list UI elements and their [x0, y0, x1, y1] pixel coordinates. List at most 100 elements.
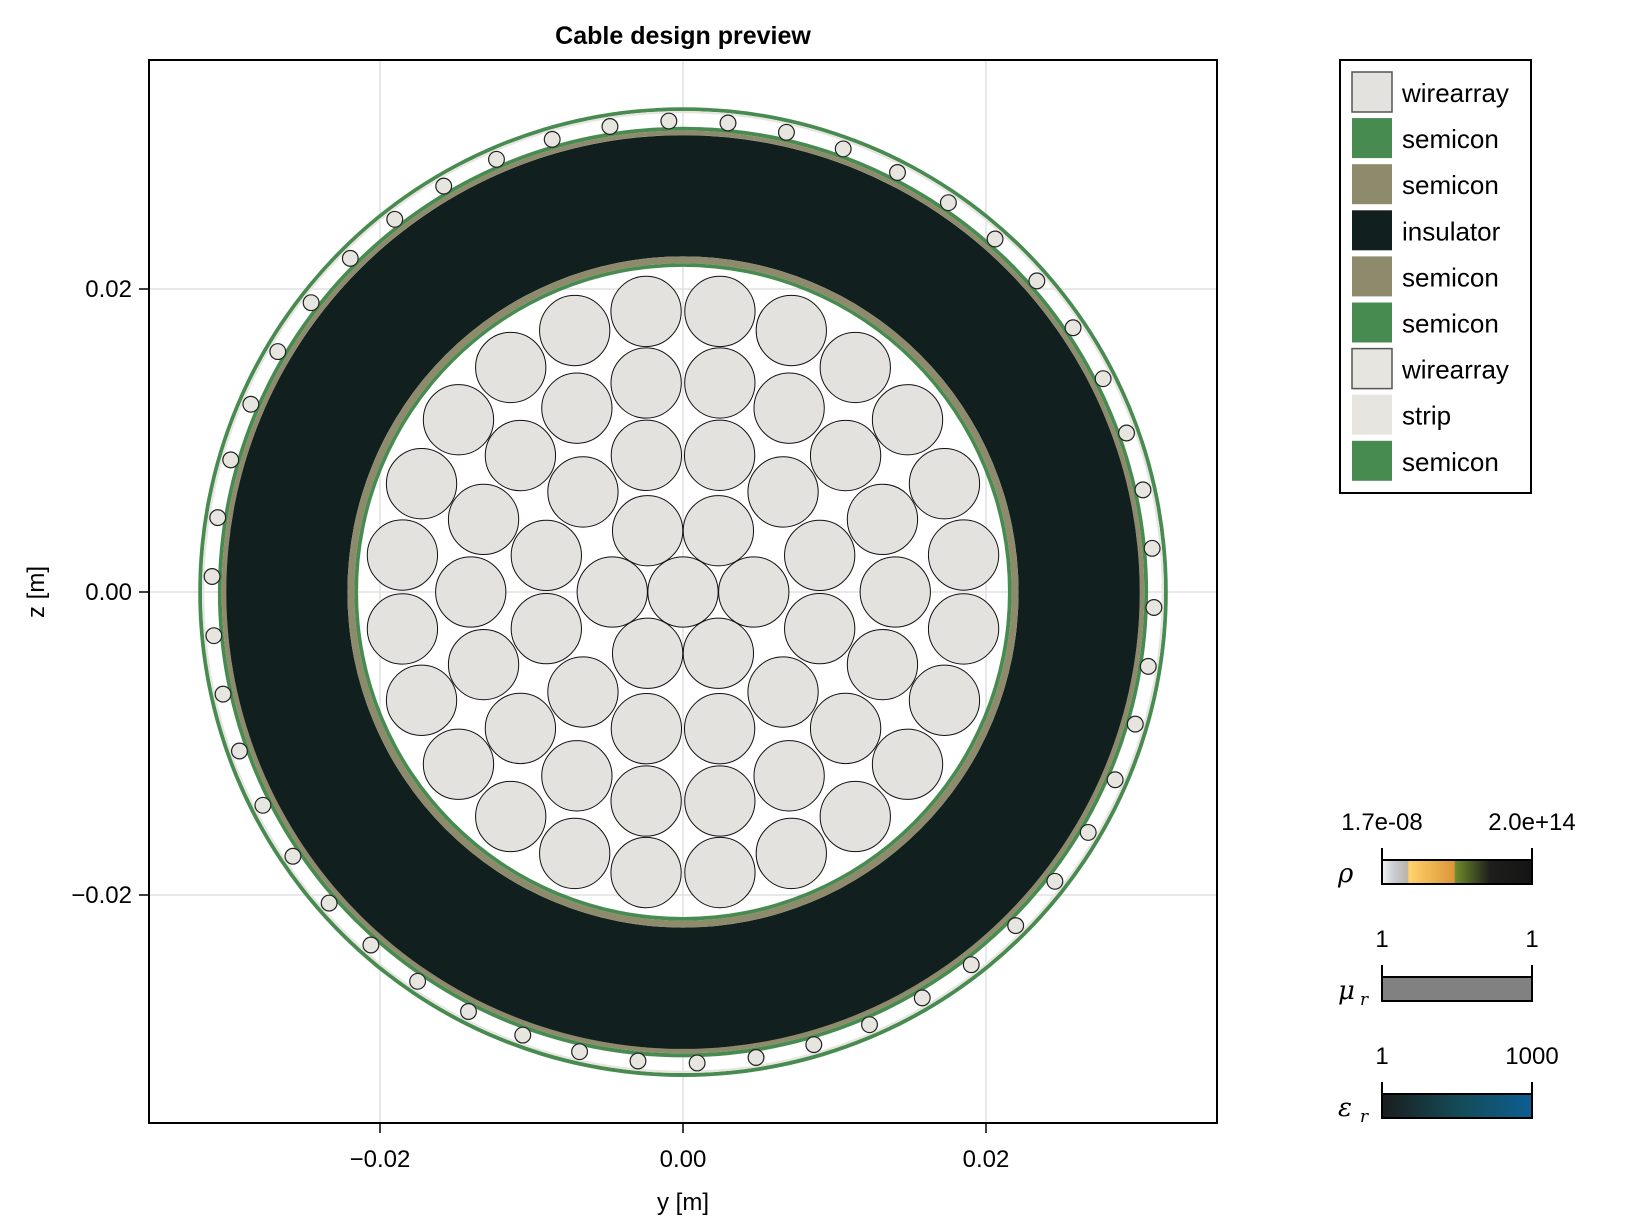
core-wire [684, 275, 756, 348]
screen-wire [1134, 481, 1152, 499]
screen-wire [939, 194, 957, 212]
x-tick-label: 0.00 [660, 1146, 707, 1173]
screen-wire [1118, 424, 1136, 442]
core-wire [927, 519, 1000, 591]
core-wire [539, 817, 611, 890]
colorbar-max-label: 1000 [1505, 1043, 1558, 1070]
core-wire [684, 765, 756, 837]
core-wire [385, 664, 458, 736]
core-wire [784, 519, 856, 592]
screen-wire [1094, 370, 1112, 388]
core-wire [684, 347, 756, 419]
colorbar-min-label: 1 [1375, 1043, 1388, 1070]
core-wire [541, 740, 613, 812]
screen-wire [719, 114, 737, 132]
core-wire [747, 456, 819, 528]
core-wire [753, 372, 825, 444]
core-wire [547, 456, 619, 528]
core-wire [611, 495, 684, 567]
legend-swatch [1352, 302, 1392, 343]
colorbar-min-label: 1 [1375, 926, 1388, 953]
core-wire [871, 384, 944, 456]
x-axis-label: y [m] [657, 1189, 709, 1216]
core-wire [422, 728, 495, 800]
core-wire [510, 519, 582, 592]
screen-wire [1143, 539, 1161, 557]
core-wire [871, 728, 944, 800]
y-axis-label: z [m] [23, 566, 50, 618]
screen-wire [269, 343, 287, 361]
plot-axes: −0.02 0.00 0.02 −0.02 0.00 0.02 y [m] z [m] [23, 59, 1218, 1216]
legend-swatch [1352, 394, 1392, 435]
core-wire [647, 556, 719, 628]
colorbar-max-label: 1 [1525, 926, 1538, 953]
legend-label: wirearray [1401, 355, 1509, 385]
screen-wire [601, 118, 619, 136]
screen-wire [805, 1036, 823, 1054]
x-axis-ticks: −0.02 0.00 0.02 [350, 1123, 1009, 1173]
core-wire [753, 740, 825, 812]
screen-wire [460, 1003, 477, 1020]
core-wire [510, 592, 582, 665]
colorbar-max-label: 2.0e+14 [1488, 809, 1575, 836]
screen-wire [386, 210, 404, 228]
screen-wire [889, 164, 906, 181]
screen-wire [209, 509, 227, 527]
screen-wire [341, 249, 359, 267]
core-wire [682, 495, 755, 567]
legend-label: semicon [1402, 124, 1499, 154]
screen-wire [777, 123, 795, 141]
colorbar-min-label: 1.7e-08 [1341, 809, 1422, 836]
screen-wire [320, 894, 338, 912]
legend-label: semicon [1402, 309, 1499, 339]
y-axis-ticks: −0.02 0.00 0.02 [71, 276, 149, 909]
core-wire [819, 780, 891, 853]
core-wire [484, 419, 557, 492]
legend-swatch [1351, 347, 1393, 390]
core-wire [447, 628, 520, 701]
screen-wire [913, 989, 931, 1007]
plot-title: Cable design preview [555, 22, 811, 50]
legend-swatch [1351, 71, 1393, 113]
screen-wire [302, 294, 320, 312]
core-wire [859, 556, 931, 628]
core-wire [747, 656, 819, 728]
screen-wire [488, 150, 505, 168]
core-wire [718, 556, 790, 628]
screen-wire [660, 112, 678, 130]
legend-swatch [1352, 256, 1392, 297]
colorbar-symbol: ε [1338, 1093, 1352, 1123]
y-tick-label: −0.02 [71, 882, 132, 909]
screen-wire [362, 936, 380, 954]
core-wire [539, 294, 611, 367]
core-wire [610, 275, 682, 348]
screen-wire [688, 1054, 706, 1072]
core-wire [385, 448, 458, 520]
screen-wire [543, 130, 561, 148]
core-wire [846, 628, 919, 701]
screen-wire [986, 230, 1004, 248]
legend-swatch [1352, 210, 1392, 251]
colorbar-mu-r [1381, 976, 1533, 1002]
core-wire [484, 692, 557, 765]
legend-label: semicon [1402, 262, 1499, 292]
core-wire [610, 836, 682, 909]
cable-cross-section [198, 107, 1168, 1077]
core-wire [547, 656, 619, 728]
screen-wire [571, 1043, 589, 1061]
core-wire [809, 419, 882, 492]
core-wire [610, 419, 683, 491]
x-tick-label: −0.02 [350, 1146, 411, 1173]
screen-wire [284, 847, 302, 865]
legend-label: wirearray [1401, 78, 1509, 108]
screen-wire [222, 451, 240, 469]
core-wire [846, 483, 919, 556]
screen-wire [409, 972, 427, 990]
colorbar-eps-r [1381, 1093, 1533, 1119]
colorbar-symbol-subscript: r [1360, 990, 1369, 1010]
screen-wire [629, 1052, 647, 1070]
core-wire [541, 372, 613, 444]
screen-wire [834, 140, 852, 158]
